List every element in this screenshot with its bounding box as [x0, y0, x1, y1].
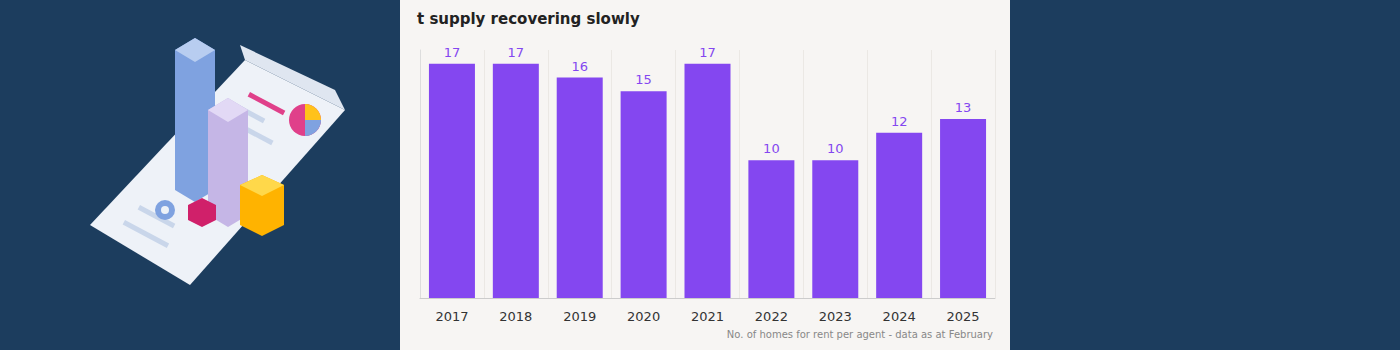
svg-text:t supply recovering slowly: t supply recovering slowly — [417, 10, 640, 28]
svg-text:2018: 2018 — [499, 309, 532, 324]
svg-text:17: 17 — [699, 45, 716, 60]
svg-text:2022: 2022 — [755, 309, 788, 324]
svg-text:15: 15 — [635, 72, 652, 87]
svg-text:10: 10 — [763, 141, 780, 156]
svg-text:2019: 2019 — [563, 309, 596, 324]
svg-text:No. of homes for rent per agen: No. of homes for rent per agent - data a… — [727, 329, 993, 340]
svg-text:2024: 2024 — [883, 309, 916, 324]
svg-text:17: 17 — [444, 45, 461, 60]
svg-text:2021: 2021 — [691, 309, 724, 324]
svg-text:17: 17 — [508, 45, 525, 60]
svg-text:2025: 2025 — [947, 309, 980, 324]
svg-text:13: 13 — [955, 100, 972, 115]
svg-text:2017: 2017 — [435, 309, 468, 324]
svg-text:12: 12 — [891, 114, 908, 129]
svg-text:16: 16 — [571, 59, 588, 74]
svg-text:2023: 2023 — [819, 309, 852, 324]
svg-text:2020: 2020 — [627, 309, 660, 324]
svg-text:10: 10 — [827, 141, 844, 156]
